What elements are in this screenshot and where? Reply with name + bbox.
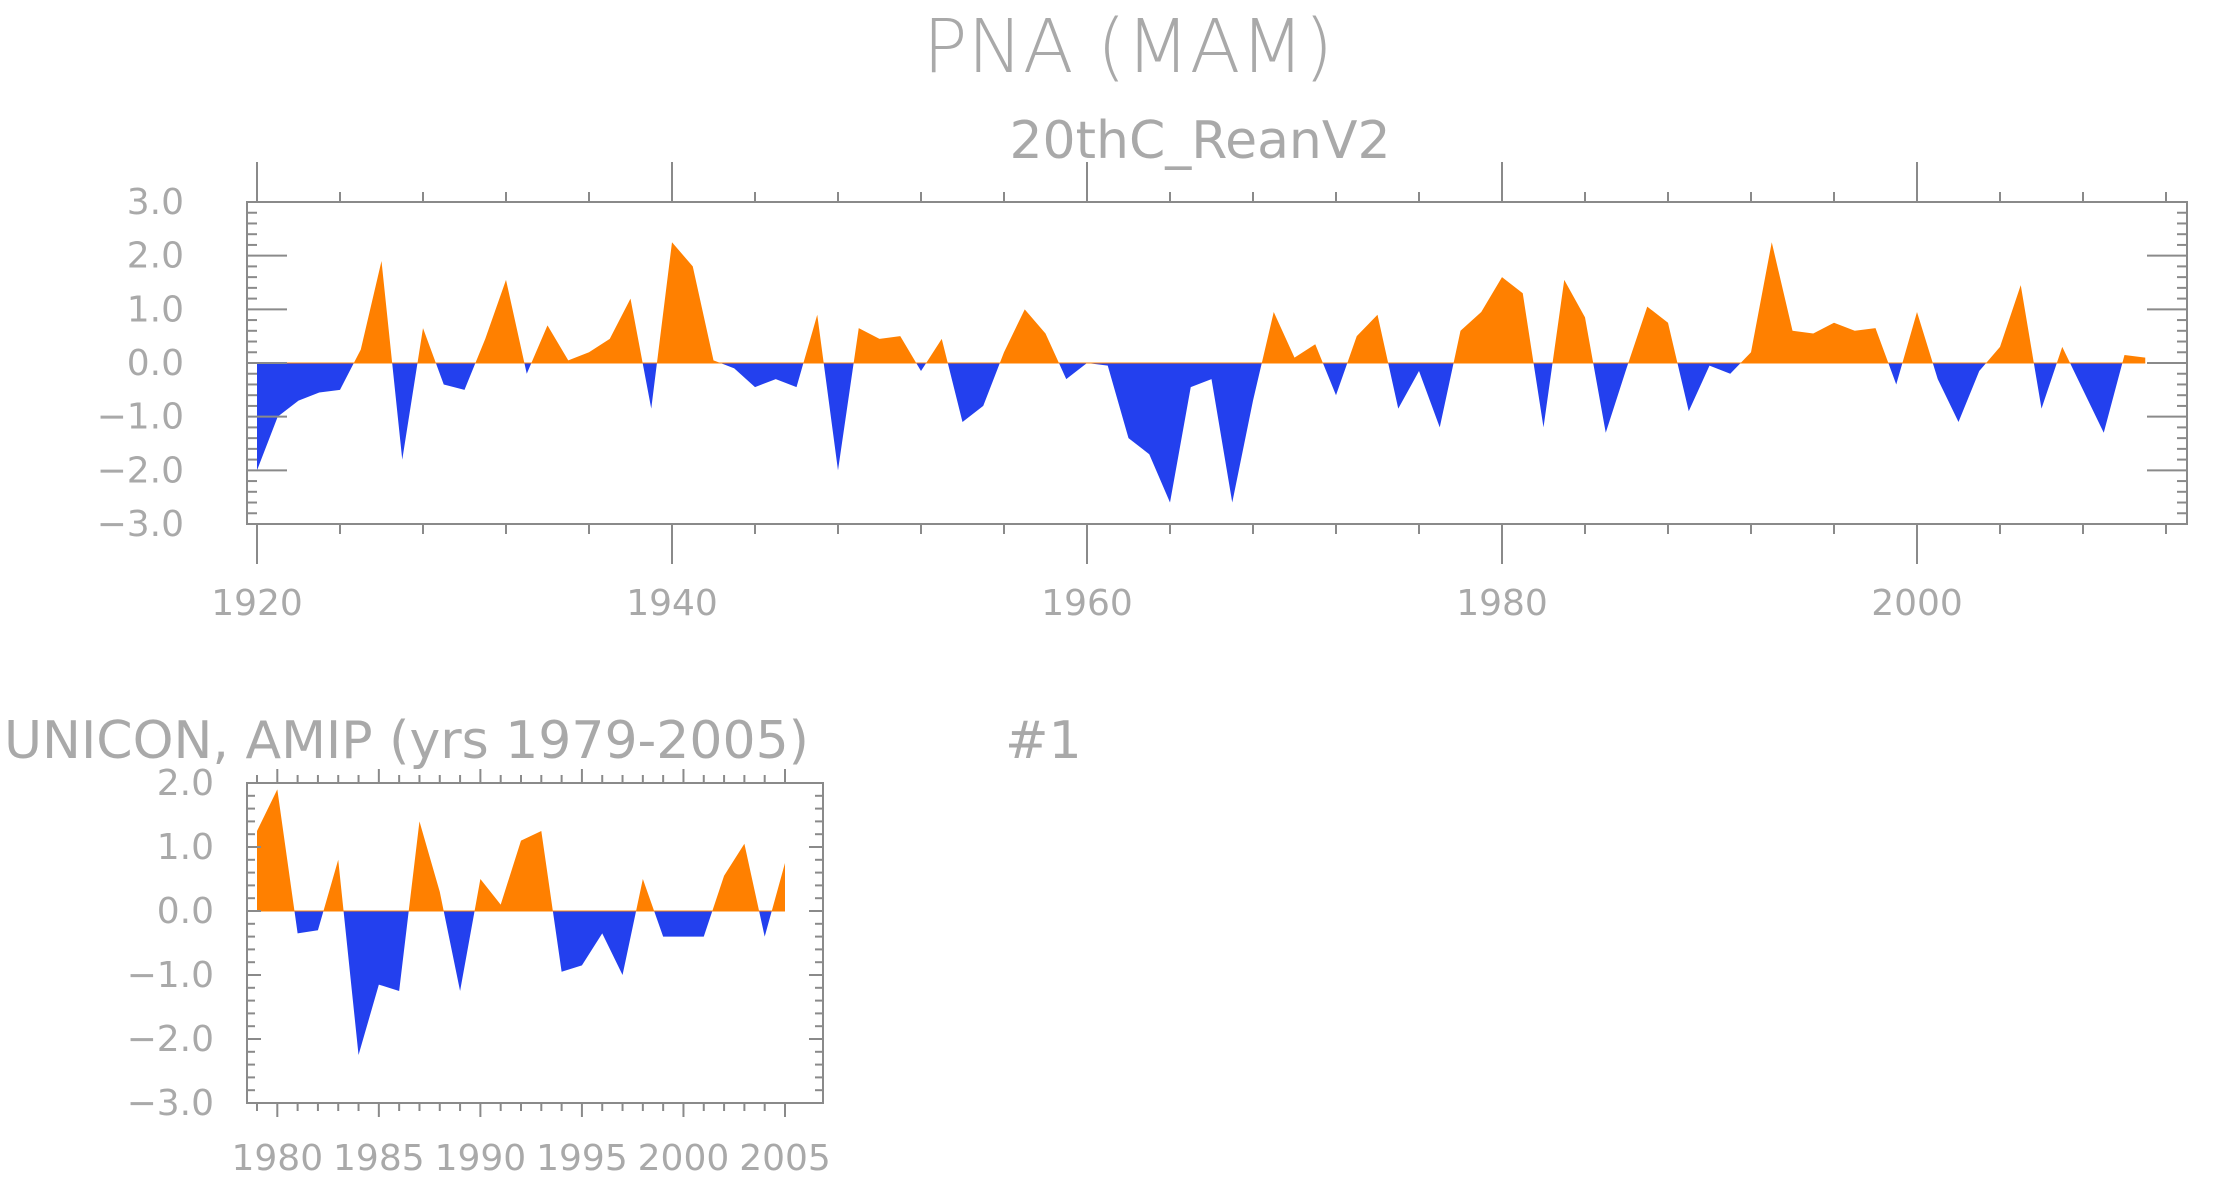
x-tick-label: 1920 <box>211 583 303 624</box>
negative-anomaly-area <box>257 363 2146 503</box>
y-tick-label: 0.0 <box>127 343 184 384</box>
y-tick-label: 0.0 <box>157 891 214 932</box>
y-tick-label: 2.0 <box>127 236 184 277</box>
tick-labels: 3.0 2.0 1.0 0.0 −1.0 −2.0 −3.0 1920 1940 1960 1980… <box>97 182 1963 624</box>
x-tick-label: 1960 <box>1041 583 1133 624</box>
model-panel: UNICON, AMIP (yrs 1979-2005) #1 2.0 1.0 0.… <box>4 711 1082 1177</box>
anomaly-areas <box>257 242 2146 503</box>
x-tick-label: 1980 <box>1456 583 1548 624</box>
y-tick-label: 2.0 <box>157 763 214 804</box>
plot-frame <box>246 782 824 1104</box>
x-tick-label: 1985 <box>333 1138 425 1177</box>
axes-frame <box>246 782 824 1104</box>
panel-title: UNICON, AMIP (yrs 1979-2005) <box>4 711 809 771</box>
axes-frame <box>246 201 2188 525</box>
x-tick-label: 1940 <box>626 583 718 624</box>
x-tick-label: 2000 <box>1871 583 1963 624</box>
y-tick-label: −2.0 <box>127 1019 214 1060</box>
reanalysis-panel: 20thC_ReanV2 3.0 2.0 1.0 0.0 −1.0 −2.0 −3.0 192… <box>97 111 2188 624</box>
y-tick-label: −2.0 <box>97 450 184 491</box>
y-tick-label: −1.0 <box>127 955 214 996</box>
x-tick-label: 2005 <box>739 1138 831 1177</box>
y-tick-label: −1.0 <box>97 397 184 438</box>
x-tick-label: 1990 <box>435 1138 527 1177</box>
x-tick-label: 1980 <box>231 1138 323 1177</box>
panel-subtitle: 20thC_ReanV2 <box>1009 111 1390 171</box>
positive-anomaly-area <box>257 789 785 911</box>
x-tick-label: 1995 <box>536 1138 628 1177</box>
x-tick-label: 2000 <box>638 1138 730 1177</box>
anomaly-areas <box>257 789 785 1055</box>
y-tick-label: 1.0 <box>127 289 184 330</box>
y-tick-label: 3.0 <box>127 182 184 223</box>
y-tick-label: −3.0 <box>97 504 184 545</box>
ticks <box>247 769 823 1117</box>
positive-anomaly-area <box>257 242 2146 363</box>
negative-anomaly-area <box>257 911 785 1055</box>
tick-labels: 2.0 1.0 0.0 −1.0 −2.0 −3.0 1980 1985 1990 1995 200… <box>127 763 831 1177</box>
y-tick-label: 1.0 <box>157 827 214 868</box>
y-tick-label: −3.0 <box>127 1083 214 1124</box>
figure-title: PNA (MAM) <box>923 4 1333 90</box>
ensemble-label: #1 <box>1005 711 1082 771</box>
ticks <box>247 162 2187 564</box>
